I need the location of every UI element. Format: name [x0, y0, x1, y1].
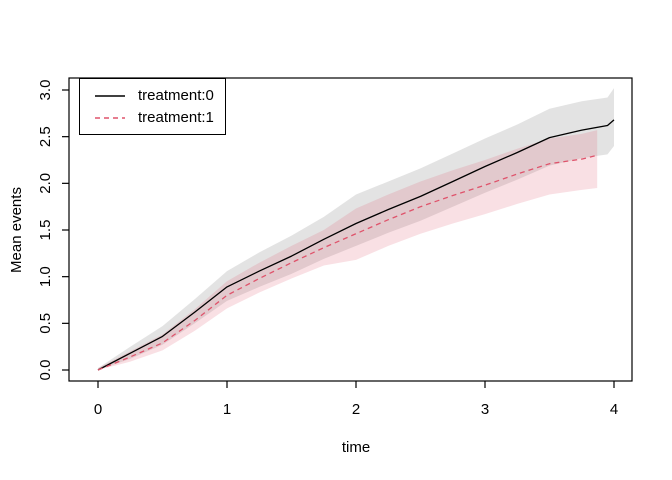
x-tick-label: 1 — [223, 401, 231, 418]
legend-line-solid-icon — [95, 94, 125, 97]
legend: treatment:0 treatment:1 — [79, 78, 226, 135]
y-tick-label: 2.5 — [37, 126, 54, 147]
y-tick-label: 2.0 — [37, 173, 54, 194]
legend-item-treatment-1: treatment:1 — [94, 108, 225, 127]
legend-label-treatment-1: treatment:1 — [138, 109, 214, 126]
ci-band-treatment-1 — [98, 130, 598, 370]
x-tick-label: 4 — [610, 401, 618, 418]
x-axis-title: time — [342, 439, 370, 456]
y-tick-label: 1.0 — [37, 266, 54, 287]
x-tick-label: 0 — [94, 401, 102, 418]
legend-label-treatment-0: treatment:0 — [138, 87, 214, 104]
y-axis-title: Mean events — [8, 187, 25, 273]
y-tick-label: 3.0 — [37, 80, 54, 101]
legend-line-dashed-icon — [95, 116, 125, 119]
y-tick-label: 0.5 — [37, 313, 54, 334]
y-tick-label: 1.5 — [37, 220, 54, 241]
y-tick-label: 0.0 — [37, 360, 54, 381]
x-tick-label: 2 — [352, 401, 360, 418]
ci-band-treatment-0 — [98, 88, 614, 370]
series-line-treatment-0 — [97, 119, 615, 371]
x-tick-label: 3 — [481, 401, 489, 418]
legend-item-treatment-0: treatment:0 — [94, 86, 225, 105]
